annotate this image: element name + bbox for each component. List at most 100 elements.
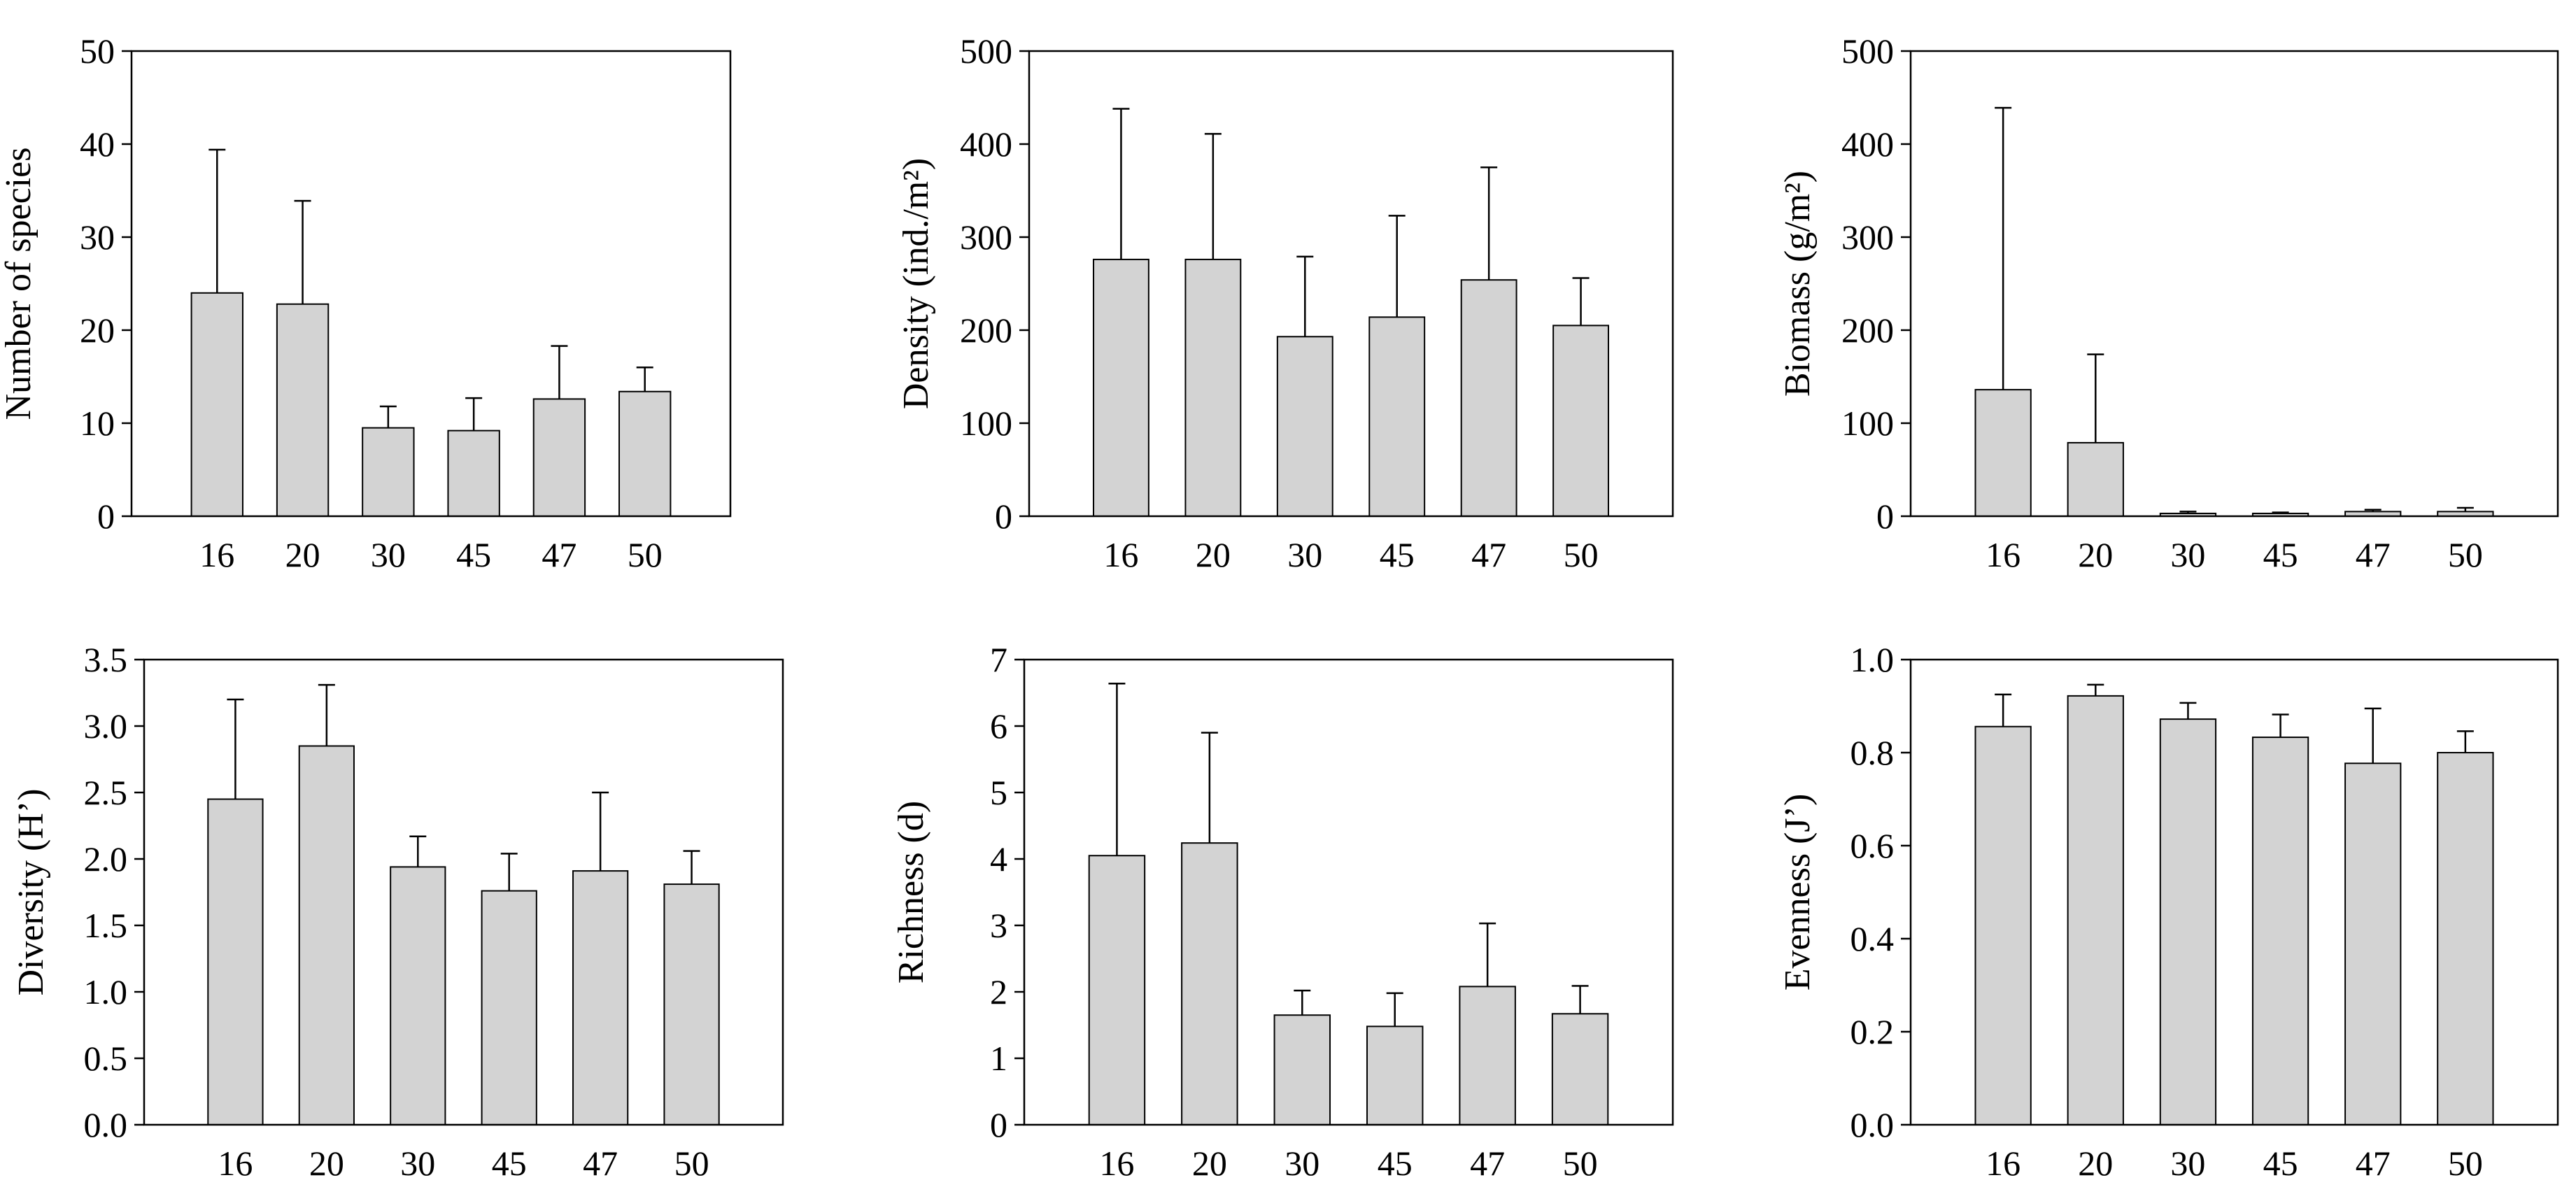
x-tick-label: 16 bbox=[1986, 1144, 2021, 1183]
x-tick-label: 45 bbox=[456, 535, 491, 574]
y-tick-label: 1 bbox=[990, 1039, 1007, 1078]
y-tick-label: 3.0 bbox=[84, 706, 128, 746]
bar-20 bbox=[1181, 842, 1238, 1125]
y-tick-label: 0.8 bbox=[1850, 733, 1895, 772]
y-axis-label: Evenness (J’) bbox=[1778, 794, 1818, 991]
bar-20 bbox=[2067, 441, 2124, 517]
x-tick-label: 20 bbox=[1196, 535, 1231, 574]
chart-panel-6: 16 20 30 45 47 50 0.0 0.2 0.4 0.6 0.8 1.0 Evenness (… bbox=[1778, 640, 2559, 1183]
x-tick-label: 20 bbox=[309, 1144, 344, 1183]
bar-50 bbox=[618, 390, 672, 518]
bar-45 bbox=[1368, 316, 1426, 517]
bar-50 bbox=[1551, 1013, 1609, 1125]
y-tick-label: 0.4 bbox=[1850, 919, 1895, 958]
x-tick-label: 16 bbox=[1986, 535, 2021, 574]
x-tick-label: 47 bbox=[2356, 535, 2391, 574]
x-tick-label: 16 bbox=[218, 1144, 253, 1183]
y-tick-label: 40 bbox=[80, 125, 115, 164]
x-tick-label: 45 bbox=[492, 1144, 527, 1183]
y-tick-label: 1.5 bbox=[84, 906, 128, 945]
y-tick-label: 2.5 bbox=[84, 773, 128, 812]
bar-45 bbox=[1366, 1025, 1424, 1126]
bar-47 bbox=[572, 870, 629, 1125]
y-tick-label: 2.0 bbox=[84, 839, 128, 879]
bar-50 bbox=[2437, 752, 2494, 1125]
y-tick-label: 50 bbox=[80, 31, 115, 71]
x-tick-label: 50 bbox=[1563, 1144, 1598, 1183]
x-tick-label: 16 bbox=[1103, 535, 1138, 574]
x-tick-label: 47 bbox=[542, 535, 576, 574]
y-tick-label: 4 bbox=[990, 839, 1007, 879]
bar-16 bbox=[1974, 389, 2032, 517]
y-tick-label: 500 bbox=[960, 31, 1012, 71]
bar-20 bbox=[276, 303, 330, 517]
y-tick-label: 300 bbox=[1841, 218, 1894, 257]
y-tick-label: 300 bbox=[960, 218, 1012, 257]
y-tick-label: 400 bbox=[960, 125, 1012, 164]
x-tick-label: 30 bbox=[2170, 535, 2205, 574]
bar-45 bbox=[2251, 737, 2309, 1126]
y-tick-label: 100 bbox=[1841, 404, 1894, 443]
x-tick-label: 30 bbox=[1285, 1144, 1319, 1183]
y-axis-label: Density (ind./m²) bbox=[896, 158, 936, 409]
bar-20 bbox=[298, 745, 355, 1125]
y-tick-label: 5 bbox=[990, 773, 1007, 812]
y-tick-label: 400 bbox=[1841, 125, 1894, 164]
y-tick-label: 200 bbox=[960, 311, 1012, 350]
y-tick-label: 0.6 bbox=[1850, 826, 1895, 865]
plot-frame bbox=[1023, 658, 1674, 1126]
y-tick-label: 20 bbox=[80, 311, 115, 350]
bar-47 bbox=[1459, 986, 1516, 1126]
x-tick-label: 30 bbox=[1287, 535, 1322, 574]
x-tick-label: 50 bbox=[2448, 535, 2483, 574]
y-axis-label: Richness (d) bbox=[891, 801, 931, 983]
bar-30 bbox=[1273, 1014, 1331, 1125]
bar-47 bbox=[2344, 762, 2402, 1126]
bar-30 bbox=[362, 427, 415, 518]
bar-16 bbox=[1974, 725, 2032, 1125]
y-tick-label: 6 bbox=[990, 706, 1007, 746]
y-tick-label: 3.5 bbox=[84, 640, 128, 679]
y-tick-label: 0 bbox=[990, 1105, 1007, 1144]
y-tick-label: 0.5 bbox=[84, 1039, 128, 1078]
x-tick-label: 50 bbox=[2448, 1144, 2483, 1183]
x-tick-label: 30 bbox=[400, 1144, 435, 1183]
x-tick-label: 50 bbox=[628, 535, 663, 574]
y-tick-label: 0 bbox=[1876, 497, 1894, 536]
y-tick-label: 0 bbox=[97, 497, 115, 536]
bar-30 bbox=[390, 866, 446, 1126]
bar-47 bbox=[532, 398, 586, 517]
y-tick-label: 30 bbox=[80, 218, 115, 257]
y-tick-label: 0.2 bbox=[1850, 1012, 1895, 1051]
bar-16 bbox=[190, 292, 243, 517]
x-tick-label: 47 bbox=[1470, 1144, 1505, 1183]
bar-16 bbox=[1093, 258, 1149, 517]
chart-panel-1: 16 20 30 45 47 50 0 10 20 30 40 50 Number of species bbox=[0, 31, 732, 574]
bar-16 bbox=[1088, 855, 1146, 1125]
x-tick-label: 30 bbox=[371, 535, 406, 574]
y-tick-label: 0.0 bbox=[84, 1105, 128, 1144]
bar-47 bbox=[1460, 279, 1517, 517]
bar-16 bbox=[207, 798, 264, 1125]
x-tick-label: 20 bbox=[285, 535, 320, 574]
x-tick-label: 47 bbox=[583, 1144, 618, 1183]
plot-frame bbox=[130, 50, 732, 518]
bar-50 bbox=[1552, 325, 1609, 517]
x-tick-label: 47 bbox=[2356, 1144, 2391, 1183]
x-tick-label: 20 bbox=[2078, 1144, 2113, 1183]
x-tick-label: 20 bbox=[1192, 1144, 1227, 1183]
x-tick-label: 45 bbox=[2263, 535, 2298, 574]
plot-frame bbox=[1028, 50, 1674, 518]
y-tick-label: 1.0 bbox=[84, 972, 128, 1011]
y-axis-label: Biomass (g/m²) bbox=[1778, 171, 1818, 397]
y-tick-label: 1.0 bbox=[1850, 640, 1895, 679]
bar-20 bbox=[2067, 695, 2124, 1125]
x-tick-label: 50 bbox=[674, 1144, 709, 1183]
bar-30 bbox=[1276, 336, 1333, 517]
y-axis-label: Number of species bbox=[0, 148, 38, 420]
y-tick-label: 2 bbox=[990, 972, 1007, 1011]
x-tick-label: 45 bbox=[2263, 1144, 2298, 1183]
